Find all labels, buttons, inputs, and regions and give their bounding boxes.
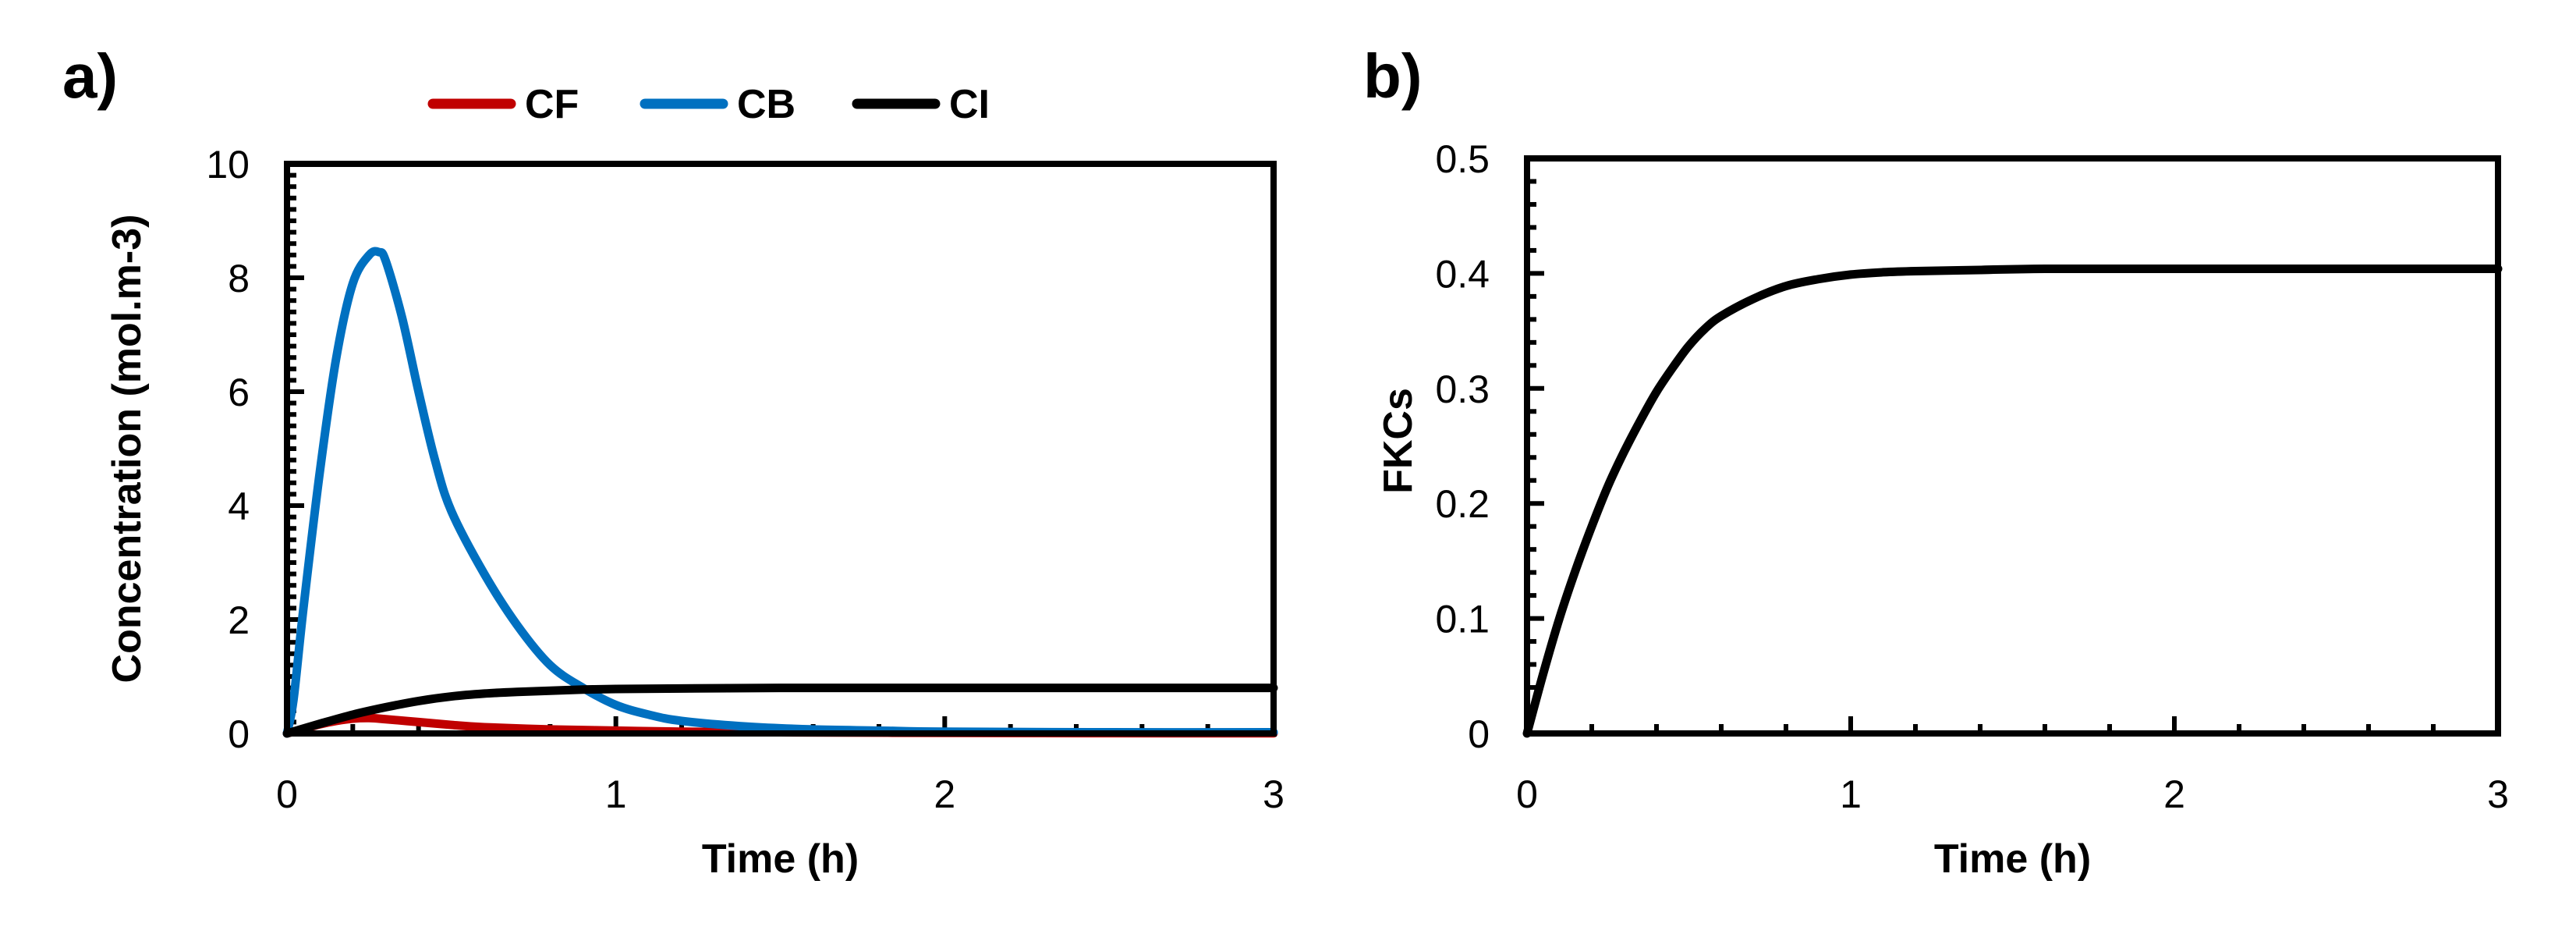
series-lines [282,247,1278,738]
y-tick-label: 0.5 [1435,137,1490,181]
y-axis-title: FKCs [1376,388,1421,494]
panel-b-label: b) [1363,41,1423,111]
x-axis-title: Time (h) [702,836,859,882]
y-tick-label: 8 [228,257,250,300]
x-tick-label: 1 [1840,772,1862,816]
y-tick-label: 0.4 [1435,252,1490,296]
legend-label: CF [525,82,579,127]
legend-label: CB [737,82,795,127]
y-tick-label: 0.1 [1435,598,1490,641]
y-tick-label: 6 [228,371,250,414]
y-tick-label: 0.3 [1435,368,1490,411]
series-lines [1522,264,2503,738]
chart-panel-a: a) CF CB CI 0 1 2 3 0 2 4 6 8 10 Time (h) Concentra… [62,41,1284,882]
tick-labels: 0 1 2 3 0 0.1 0.2 0.3 0.4 0.5 [1435,137,2508,816]
x-tick-label: 2 [934,772,955,816]
panel-a-label: a) [62,41,118,111]
plot-area-frame [1524,155,2501,737]
series-line [1522,264,2503,738]
x-tick-label: 3 [2487,772,2509,816]
x-tick-label: 3 [1263,772,1284,816]
x-tick-label: 2 [2163,772,2185,816]
series-line-ci [282,684,1278,738]
chart-panel-b: b) 0 1 2 3 0 0.1 0.2 0.3 0.4 0.5 Time (h) FKCs [1363,41,2509,882]
legend: CF CB CI [427,82,990,127]
series-line-cb [282,247,1278,738]
y-tick-label: 2 [228,598,250,642]
x-tick-label: 1 [605,772,627,816]
y-tick-label: 10 [206,143,250,186]
y-tick-label: 0.2 [1435,482,1490,526]
y-tick-label: 0 [1468,712,1490,756]
plot-area-frame [284,161,1277,737]
y-tick-label: 0 [228,712,250,756]
tick-labels: 0 1 2 3 0 2 4 6 8 10 [206,143,1284,816]
legend-label: CI [949,82,990,127]
minor-tick-marks [287,172,1210,733]
x-tick-label: 0 [276,772,298,816]
minor-tick-marks [1527,179,2436,733]
x-axis-title: Time (h) [1934,836,2091,882]
y-axis-title: Concentration (mol.m-3) [105,215,150,684]
y-tick-label: 4 [228,485,250,528]
x-tick-label: 0 [1516,772,1538,816]
